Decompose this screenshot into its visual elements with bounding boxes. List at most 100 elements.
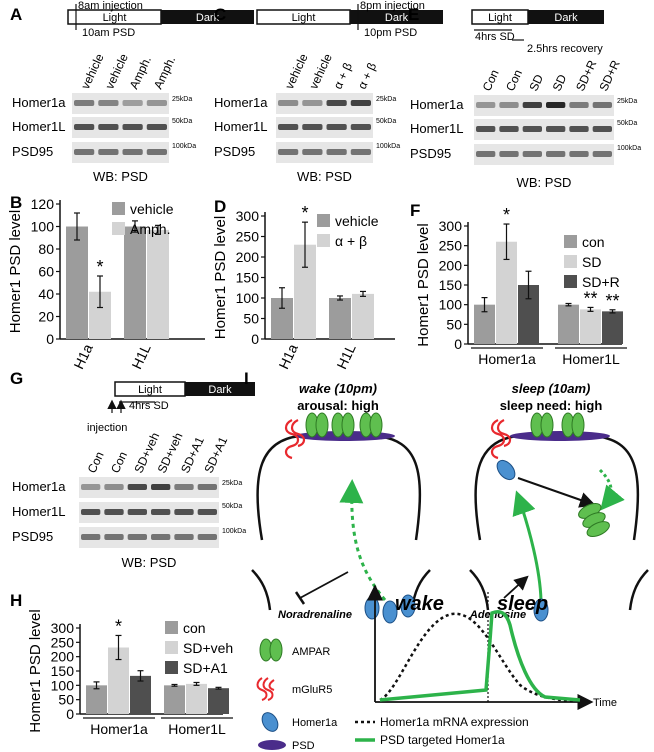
- y-tick-label: 250: [439, 238, 463, 254]
- y-tick-label: 0: [454, 336, 462, 352]
- significance-mark: *: [301, 203, 308, 223]
- light-label: Light: [488, 12, 512, 24]
- y-tick-label: 150: [439, 277, 463, 293]
- y-tick-label: 100: [51, 677, 75, 693]
- bar: [352, 293, 374, 339]
- category-label: Homer1L: [562, 351, 620, 367]
- legend-label: SD+veh: [183, 640, 233, 656]
- chart-f: F 0 50 100 150 200 250 300 Homer1 PSD level * Home…: [410, 201, 627, 367]
- y-axis-label: Homer1 PSD level: [212, 216, 229, 339]
- blot-band: [476, 102, 496, 108]
- significance-mark: *: [96, 257, 103, 277]
- chart-b: B 0 20 40 60 80 100 120 Homer1 PSD level * H1a H1L v…: [7, 193, 205, 372]
- bar: [558, 304, 579, 344]
- bar: [108, 647, 129, 714]
- blot-band: [98, 149, 119, 155]
- lane-label: Con: [85, 449, 107, 475]
- significance-mark: **: [605, 291, 619, 311]
- light-label: Light: [292, 12, 316, 24]
- blot-band: [326, 100, 347, 106]
- blot-band: [122, 149, 143, 155]
- blot-band: [151, 534, 171, 540]
- panel-letter-g: G: [10, 369, 23, 388]
- row-label: PSD95: [12, 144, 53, 159]
- blot-band: [127, 484, 147, 490]
- homer1a-mrna-curve: [379, 612, 576, 703]
- legend-label: vehicle: [130, 201, 174, 217]
- significance-mark: *: [115, 616, 122, 636]
- panel-letter-d: D: [214, 197, 226, 216]
- time-label: Time: [593, 697, 617, 709]
- blot-strip: [79, 502, 219, 523]
- row-label: PSD95: [214, 144, 255, 159]
- lane-label: α + β: [355, 60, 379, 91]
- blot-band: [98, 124, 119, 130]
- sleep-internalized-ampar: [578, 503, 610, 537]
- y-tick-label: 200: [439, 257, 463, 273]
- y-tick-label: 0: [66, 706, 74, 722]
- marker-label: 100kDa: [617, 145, 641, 152]
- wake-homer1a-2: [382, 600, 398, 624]
- blot-band: [499, 102, 519, 108]
- recovery-label: 2.5hrs recovery: [527, 43, 603, 55]
- y-tick-label: 300: [51, 620, 75, 636]
- y-tick-label: 100: [31, 219, 55, 235]
- dark-label: Dark: [385, 12, 409, 24]
- chart-d: D 0 50 100 150 200 250 300 Homer1 PSD level * H1a H…: [212, 197, 395, 372]
- blot-strip: [474, 95, 614, 116]
- y-tick-label: 0: [46, 331, 54, 347]
- light-label: Light: [103, 12, 127, 24]
- row-label: Homer1a: [12, 479, 66, 494]
- legend-swatch: [112, 222, 125, 235]
- wake-ampar-cluster: [305, 412, 383, 438]
- blot-band: [197, 484, 217, 490]
- bar: [294, 244, 316, 339]
- legend-homer1a: Homer1a: [292, 717, 338, 729]
- blot-band: [522, 126, 542, 132]
- psd-legend: PSD targeted Homer1a: [380, 733, 505, 747]
- blot-band: [326, 124, 347, 130]
- blot-strip: [72, 117, 169, 138]
- blot-band: [592, 102, 612, 108]
- y-tick-label: 200: [51, 649, 75, 665]
- legend-swatch: [564, 275, 577, 288]
- significance-mark: *: [503, 205, 510, 225]
- bar: [474, 304, 495, 344]
- ampar-icon: [269, 638, 283, 662]
- blot-band: [74, 124, 95, 130]
- blot-band: [81, 509, 101, 515]
- legend-label: con: [582, 234, 605, 250]
- blot-band: [81, 534, 101, 540]
- legend-label: SD: [582, 254, 601, 270]
- adenosine-arrow: [503, 575, 529, 599]
- legend-label: SD+A1: [183, 660, 228, 676]
- bar: [271, 298, 293, 339]
- dark-label: Dark: [554, 12, 578, 24]
- dark-bar: [161, 10, 254, 24]
- y-tick-label: 250: [51, 634, 75, 650]
- noradrenaline-inhibition-bar: [294, 591, 306, 605]
- blot-strip: [79, 527, 219, 548]
- blot-band: [350, 100, 371, 106]
- sleep-internalization-arrow: [517, 477, 596, 508]
- marker-label: 25kDa: [172, 96, 192, 103]
- blot-band: [546, 151, 566, 157]
- blot-band: [302, 149, 323, 155]
- blot-band: [122, 124, 143, 130]
- legend-swatch: [317, 214, 330, 227]
- blot-strip: [474, 144, 614, 165]
- sd-label: 4hrs SD: [475, 31, 515, 43]
- blot-band: [350, 149, 371, 155]
- y-axis-label: Homer1 PSD level: [415, 223, 432, 346]
- mglur5-icon: [256, 677, 275, 701]
- legend-swatch: [112, 202, 125, 215]
- y-tick-label: 300: [439, 218, 463, 234]
- blot-caption: WB: PSD: [122, 555, 177, 570]
- blot-band: [302, 124, 323, 130]
- panel-letter-c: C: [214, 5, 226, 24]
- marker-label: 50kDa: [617, 120, 637, 127]
- y-tick-label: 50: [243, 311, 259, 327]
- blot-band: [326, 149, 347, 155]
